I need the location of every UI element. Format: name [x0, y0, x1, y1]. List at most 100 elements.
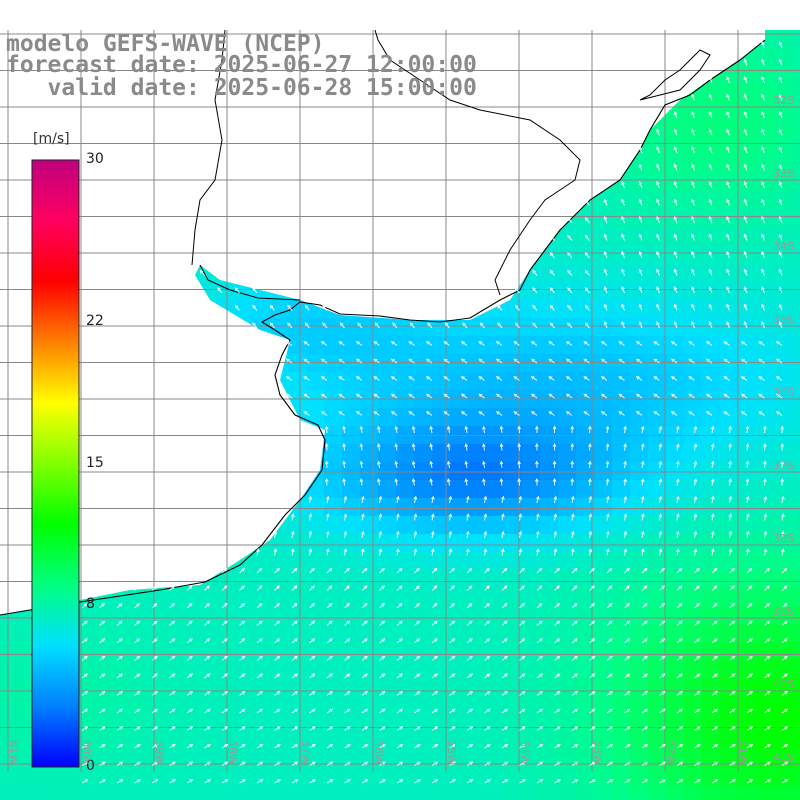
wind-arrow — [466, 620, 473, 626]
field-cell — [702, 534, 721, 553]
field-cell — [378, 642, 397, 661]
field-cell — [630, 696, 649, 715]
wind-arrow — [638, 181, 643, 189]
field-cell — [594, 588, 613, 607]
wind-arrow — [414, 655, 421, 661]
field-cell — [378, 444, 397, 463]
wind-arrow — [708, 286, 713, 294]
wind-arrow — [688, 358, 695, 364]
field-cell — [684, 588, 703, 607]
field-cell — [360, 642, 379, 661]
wind-arrow — [624, 603, 631, 609]
field-cell — [378, 516, 397, 535]
wind-arrow — [589, 603, 596, 609]
field-cell — [594, 462, 613, 481]
field-cell — [540, 588, 559, 607]
field-cell — [306, 696, 325, 715]
wind-arrow — [169, 655, 176, 661]
wind-arrow — [603, 268, 608, 276]
field-cell — [738, 714, 757, 733]
wind-arrow — [536, 779, 544, 784]
field-cell — [594, 228, 613, 247]
field-cell — [252, 300, 271, 319]
field-cell — [738, 786, 757, 800]
field-cell — [630, 534, 649, 553]
field-cell — [702, 750, 721, 769]
field-cell — [558, 750, 577, 769]
field-cell — [414, 462, 433, 481]
field-cell — [558, 264, 577, 283]
wind-arrow — [746, 530, 750, 539]
wind-arrow — [134, 638, 141, 644]
field-cell — [486, 534, 505, 553]
field-cell — [504, 498, 523, 517]
wind-arrow — [326, 655, 333, 661]
field-cell — [576, 264, 595, 283]
wind-arrow — [446, 460, 451, 469]
field-cell — [684, 480, 703, 499]
wind-arrow — [778, 58, 783, 66]
field-cell — [576, 408, 595, 427]
wind-arrow — [565, 393, 573, 399]
wind-arrow — [484, 655, 491, 661]
field-cell — [450, 768, 469, 787]
field-cell — [270, 642, 289, 661]
field-cell — [666, 462, 685, 481]
wind-arrow — [204, 638, 211, 644]
wind-arrow — [431, 603, 438, 609]
wind-arrow — [466, 743, 474, 749]
wind-arrow — [778, 76, 783, 84]
wind-arrow — [309, 743, 316, 749]
wind-arrow — [482, 443, 486, 451]
wind-arrow — [606, 513, 610, 521]
wind-arrow — [274, 603, 281, 609]
field-cell — [126, 786, 145, 800]
wind-arrow — [303, 341, 310, 346]
wind-arrow — [484, 620, 491, 626]
wind-arrow — [694, 585, 700, 591]
wind-arrow — [478, 341, 485, 346]
field-cell — [342, 552, 361, 571]
wind-arrow — [81, 779, 89, 784]
wind-arrow — [536, 495, 540, 504]
wind-arrow — [484, 690, 491, 696]
field-cell — [684, 516, 703, 535]
field-cell — [756, 318, 775, 337]
field-cell — [540, 786, 559, 800]
wind-arrow — [606, 495, 610, 504]
field-cell — [666, 552, 685, 571]
wind-arrow — [99, 603, 106, 609]
wind-arrow — [606, 548, 610, 556]
field-cell — [126, 660, 145, 679]
wind-arrow — [641, 761, 649, 766]
wind-arrow — [396, 673, 404, 679]
wind-arrow — [464, 478, 469, 486]
wind-arrow — [584, 217, 590, 224]
field-cell — [378, 624, 397, 643]
wind-arrow — [778, 303, 783, 311]
wind-arrow — [781, 690, 789, 696]
field-cell — [252, 750, 271, 769]
wind-arrow — [781, 638, 788, 644]
wind-arrow — [534, 460, 539, 469]
wind-arrow — [519, 638, 526, 644]
wind-arrow — [673, 163, 678, 171]
wind-arrow — [449, 567, 455, 574]
field-cell — [576, 354, 595, 373]
wind-arrow — [466, 655, 473, 661]
field-cell — [702, 786, 721, 800]
field-cell — [324, 534, 343, 553]
field-cell — [558, 660, 577, 679]
wind-arrow — [565, 411, 573, 416]
wind-arrow — [519, 567, 525, 574]
field-cell — [288, 768, 307, 787]
field-cell — [486, 678, 505, 697]
wind-arrow — [326, 638, 333, 644]
wind-arrow — [513, 393, 520, 399]
field-cell — [108, 786, 127, 800]
wind-arrow — [536, 708, 544, 714]
field-cell — [216, 642, 235, 661]
wind-arrow — [548, 393, 555, 399]
field-cell — [702, 228, 721, 247]
field-cell — [702, 552, 721, 571]
